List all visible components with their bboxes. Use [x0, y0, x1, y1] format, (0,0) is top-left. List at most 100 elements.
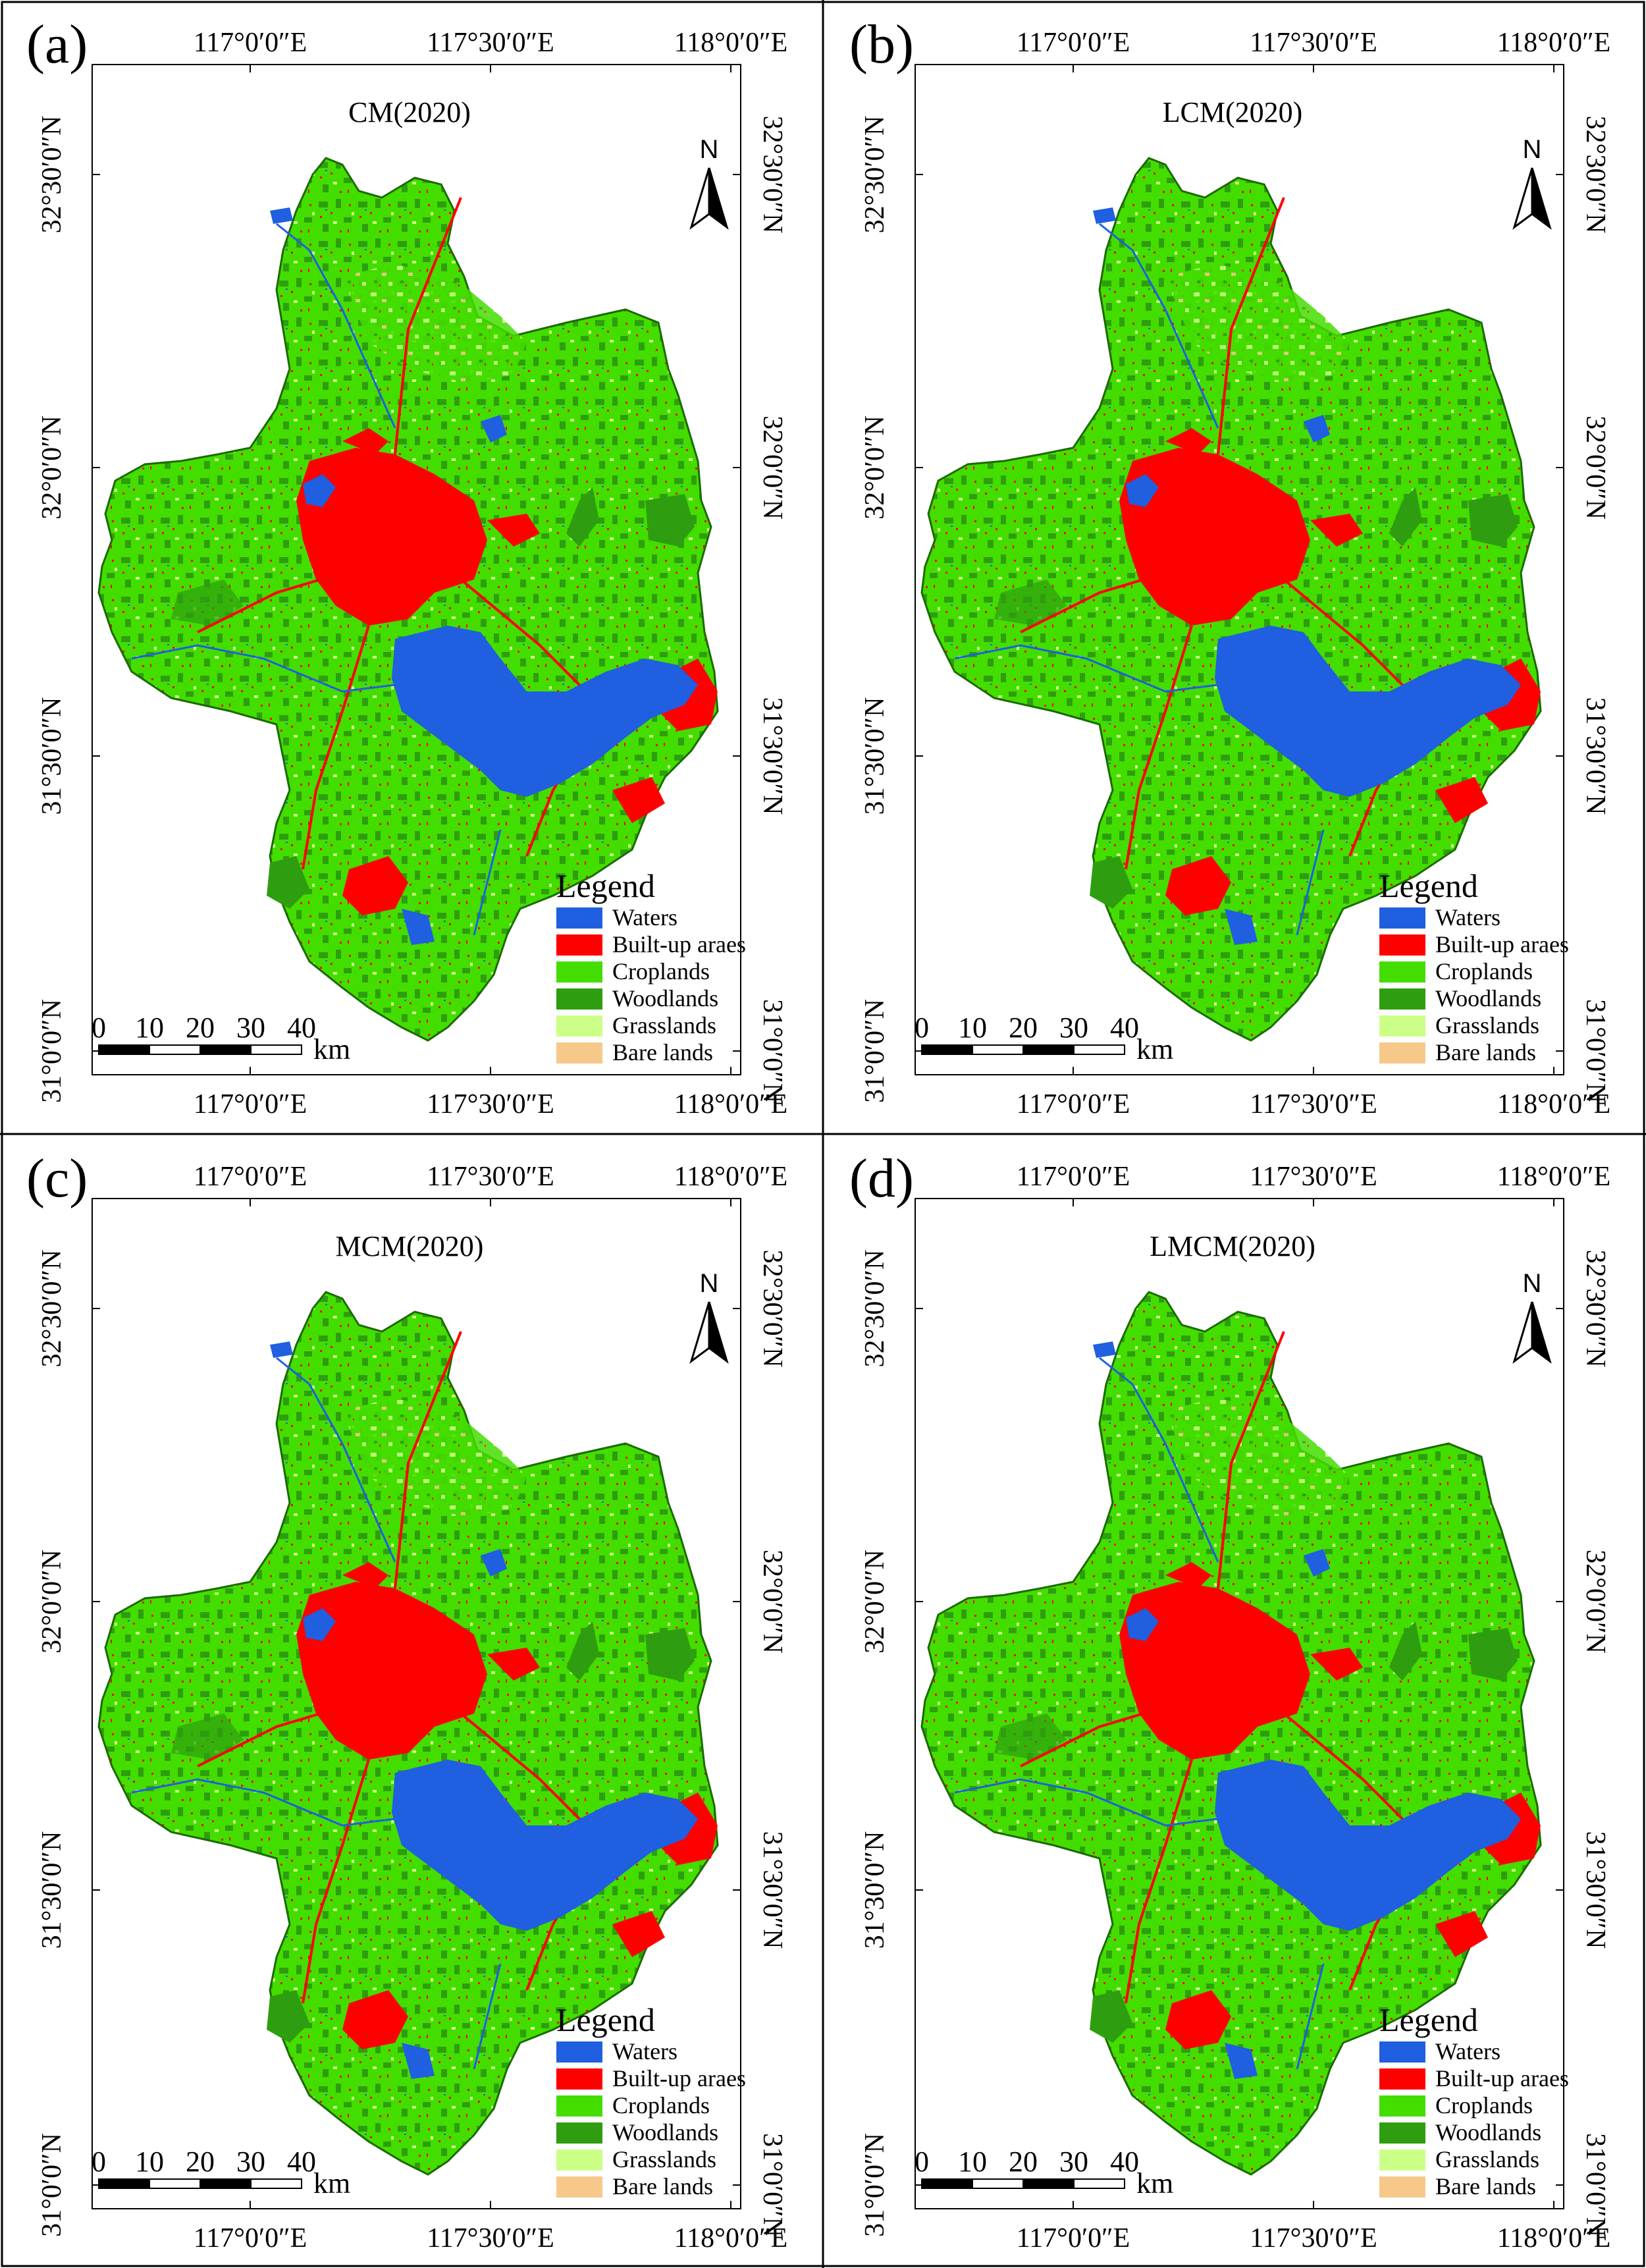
latitude-label-left: 31°0′0″N [860, 999, 890, 1103]
legend-swatch-bare_lands [1379, 1042, 1425, 1064]
legend-title: Legend [556, 2001, 655, 2038]
north-arrow-icon: N [1512, 135, 1552, 230]
legend-label: Built-up araes [1435, 2065, 1569, 2092]
legend-swatch-croplands [1379, 2095, 1425, 2117]
longitude-label-bottom: 117°0′0″E [194, 2223, 307, 2254]
legend-label: Croplands [1435, 958, 1533, 985]
legend-swatch-waters [556, 2041, 602, 2063]
legend-swatch-woodlands [556, 988, 602, 1010]
legend-label: Grasslands [1435, 1012, 1539, 1039]
legend-swatch-built_up [556, 934, 602, 956]
latitude-label-right: 31°30′0″N [757, 697, 787, 815]
latitude-label-left: 32°30′0″N [860, 116, 890, 234]
longitude-label-bottom: 117°0′0″E [1017, 1089, 1130, 1120]
longitude-label-top: 118°0′0″E [674, 28, 788, 58]
legend-label: Croplands [1435, 2092, 1533, 2119]
latitude-label-right: 31°0′0″N [757, 2133, 787, 2237]
map-panel-a: (a) CM(2020) 117°0′0″E 117°0′0″E 117°30′0″E 1… [26, 14, 787, 1120]
legend-label: Waters [612, 904, 677, 931]
panel-label: (d) [849, 1148, 914, 1209]
scale-tick-label: 30 [236, 1012, 265, 1044]
legend-label: Waters [1435, 904, 1500, 931]
legend-label: Built-up araes [612, 931, 746, 958]
north-label: N [1523, 1269, 1542, 1298]
latitude-label-right: 32°0′0″N [1580, 416, 1610, 520]
legend-label: Grasslands [612, 1012, 716, 1039]
longitude-label-top: 117°30′0″E [427, 28, 554, 58]
legend-label: Croplands [612, 958, 710, 985]
latitude-label-right: 31°0′0″N [1580, 999, 1610, 1103]
panel-label: (c) [26, 1148, 88, 1209]
scale-tick-label: 40 [287, 1012, 316, 1044]
scale-tick-label: 0 [92, 1012, 106, 1044]
latitude-label-right: 32°0′0″N [1580, 1550, 1610, 1654]
longitude-label-top: 118°0′0″E [1497, 28, 1611, 58]
latitude-label-left: 31°30′0″N [860, 697, 890, 815]
scale-tick-label: 20 [186, 1012, 215, 1044]
latitude-label-right: 32°30′0″N [757, 116, 787, 234]
legend-swatch-woodlands [556, 2122, 602, 2144]
legend-title: Legend [556, 867, 655, 904]
scale-unit: km [1136, 2167, 1173, 2200]
scale-tick-label: 0 [915, 1012, 929, 1044]
longitude-label-bottom: 118°0′0″E [1497, 2223, 1611, 2254]
latitude-label-right: 31°0′0″N [1580, 2133, 1610, 2237]
legend-swatch-bare_lands [1379, 2176, 1425, 2198]
longitude-label-bottom: 117°30′0″E [427, 1089, 554, 1120]
panel-label: (b) [849, 14, 914, 75]
longitude-label-top: 117°0′0″E [194, 28, 307, 58]
legend-label: Bare lands [612, 2173, 713, 2200]
legend-swatch-croplands [1379, 961, 1425, 983]
map-frame [92, 64, 741, 1075]
legend-label: Woodlands [1435, 2119, 1541, 2146]
longitude-label-top: 117°0′0″E [1017, 1162, 1130, 1192]
latitude-label-left: 31°0′0″N [37, 999, 67, 1103]
legend-swatch-built_up [1379, 934, 1425, 956]
legend-label: Grasslands [1435, 2146, 1539, 2173]
legend-swatch-waters [1379, 907, 1425, 929]
latitude-label-left: 32°0′0″N [37, 416, 67, 520]
scale-tick-label: 0 [915, 2146, 929, 2178]
longitude-label-bottom: 117°0′0″E [194, 1089, 307, 1120]
north-label: N [1523, 135, 1542, 164]
latitude-label-left: 32°0′0″N [37, 1550, 67, 1654]
legend-swatch-woodlands [1379, 2122, 1425, 2144]
legend-swatch-woodlands [1379, 988, 1425, 1010]
longitude-label-top: 117°30′0″E [1250, 28, 1377, 58]
latitude-label-left: 31°0′0″N [860, 2133, 890, 2237]
scale-tick-label: 30 [236, 2146, 265, 2178]
legend-title: Legend [1379, 2001, 1478, 2038]
legend-swatch-waters [1379, 2041, 1425, 2063]
longitude-label-top: 118°0′0″E [674, 1162, 788, 1192]
latitude-label-right: 32°0′0″N [757, 416, 787, 520]
legend-label: Bare lands [612, 1039, 713, 1066]
scale-tick-label: 20 [1009, 2146, 1038, 2178]
legend-swatch-bare_lands [556, 2176, 602, 2198]
latitude-label-right: 32°30′0″N [757, 1250, 787, 1368]
legend-swatch-grasslands [556, 2149, 602, 2171]
legend-swatch-waters [556, 907, 602, 929]
longitude-label-top: 117°30′0″E [427, 1162, 554, 1192]
longitude-label-top: 117°0′0″E [194, 1162, 307, 1192]
latitude-label-right: 32°30′0″N [1580, 116, 1610, 234]
latitude-label-left: 31°30′0″N [37, 697, 67, 815]
legend-swatch-grasslands [1379, 1015, 1425, 1037]
legend-label: Bare lands [1435, 2173, 1536, 2200]
north-label: N [700, 135, 719, 164]
latitude-label-right: 32°30′0″N [1580, 1250, 1610, 1368]
scale-tick-label: 40 [1110, 1012, 1139, 1044]
scale-tick-label: 0 [92, 2146, 106, 2178]
legend-swatch-bare_lands [556, 1042, 602, 1064]
map-panel-b: (b) LCM(2020) 117°0′0″E 117°0′0″E 117°30′0″E… [849, 14, 1610, 1120]
longitude-label-bottom: 118°0′0″E [1497, 1089, 1611, 1120]
legend-swatch-croplands [556, 961, 602, 983]
scale-tick-label: 40 [287, 2146, 316, 2178]
latitude-label-right: 31°30′0″N [757, 1831, 787, 1949]
north-label: N [700, 1269, 719, 1298]
